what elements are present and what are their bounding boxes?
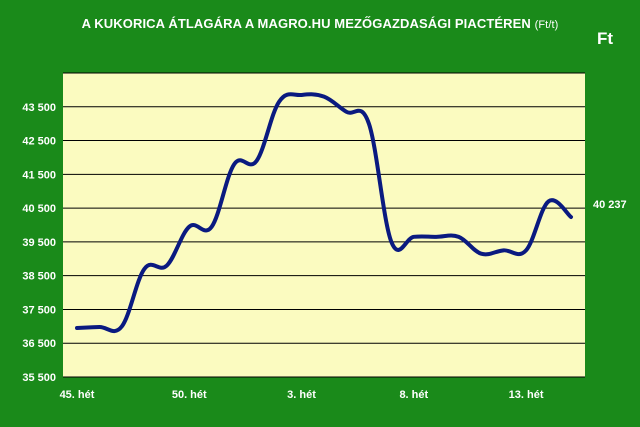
last-value-label: 40 237 (593, 199, 627, 211)
y-tick-label: 37 500 (22, 304, 56, 316)
y-tick-label: 39 500 (22, 237, 56, 249)
y-tick-label: 35 500 (22, 372, 56, 384)
chart-title-main: A KUKORICA ÁTLAGÁRA A MAGRO.HU MEZŐGAZDA… (81, 16, 531, 31)
series-line (75, 92, 573, 334)
x-tick-label: 3. hét (287, 389, 316, 401)
y-tick-label: 41 500 (22, 169, 56, 181)
y-axis-ticks: 35 500 36 500 37 500 38 500 39 500 40 500 41 5… (22, 102, 56, 384)
x-axis-ticks: 45. hét 50. hét 3. hét 8. hét 13. hét (60, 389, 544, 401)
gridlines (63, 72, 585, 378)
y-unit-label: Ft (597, 29, 614, 48)
y-tick-label: 42 500 (22, 136, 56, 148)
x-tick-label: 50. hét (172, 389, 207, 401)
y-tick-label: 36 500 (22, 338, 56, 350)
y-tick-label: 43 500 (22, 102, 56, 114)
x-tick-label: 45. hét (60, 389, 95, 401)
y-tick-label: 38 500 (22, 271, 56, 283)
x-tick-label: 13. hét (509, 389, 544, 401)
x-tick-label: 8. hét (399, 389, 428, 401)
y-tick-label: 40 500 (22, 203, 56, 215)
chart-title: A KUKORICA ÁTLAGÁRA A MAGRO.HU MEZŐGAZDA… (0, 16, 640, 31)
chart-title-unit: (Ft/t) (534, 19, 559, 31)
plot-area (63, 73, 585, 377)
